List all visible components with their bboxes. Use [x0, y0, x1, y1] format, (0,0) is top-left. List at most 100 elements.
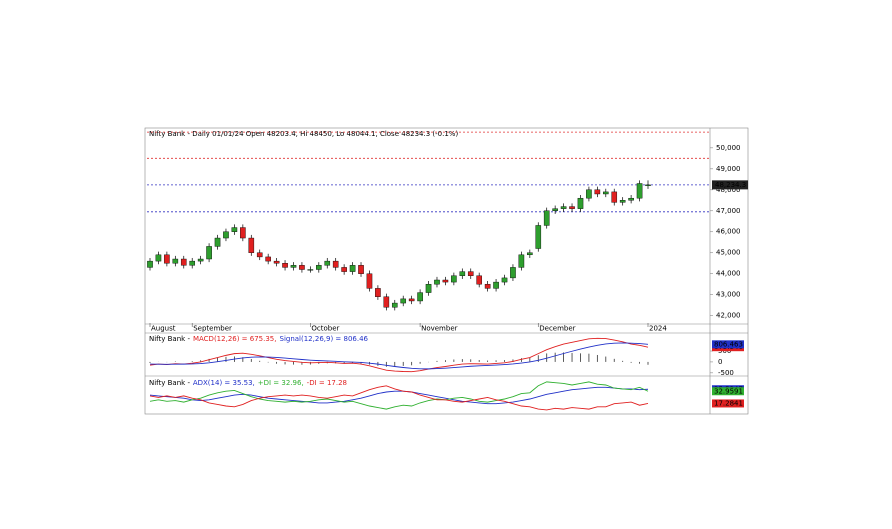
- histogram-bar: [529, 357, 531, 362]
- series-line: [149, 342, 649, 370]
- candle-body: [459, 271, 466, 276]
- histogram-bar: [596, 354, 598, 362]
- candle-body: [391, 302, 398, 308]
- candle-body: [619, 200, 626, 203]
- candle-body: [476, 275, 482, 285]
- legend-entry: ADX(14) = 35.53,: [193, 379, 255, 387]
- series-line: [149, 381, 649, 410]
- histogram-bar: [225, 356, 227, 362]
- candle-body: [180, 258, 187, 266]
- candle-body: [375, 288, 381, 297]
- candle-body: [366, 273, 373, 289]
- candle-body: [527, 252, 533, 256]
- histogram-bar: [149, 361, 151, 364]
- histogram-bar: [453, 359, 455, 362]
- x-tick-label: December: [539, 325, 575, 333]
- candle-body: [594, 189, 601, 195]
- histogram-bar: [588, 353, 590, 362]
- legend-entry: Signal(12,26,9) = 806.46: [280, 335, 369, 343]
- candle-body: [451, 275, 457, 283]
- candle-body: [467, 271, 474, 276]
- candle-body: [569, 206, 575, 209]
- candle-body: [434, 279, 440, 285]
- x-tick-label: November: [421, 325, 458, 333]
- histogram-bar: [242, 357, 244, 362]
- x-tick-label: September: [193, 325, 232, 333]
- candle-body: [493, 281, 499, 289]
- candle-body: [197, 258, 204, 262]
- histogram-bar: [580, 353, 581, 362]
- histogram-bar: [613, 358, 615, 362]
- candle-body: [273, 260, 280, 264]
- panel-title: Nifty Bank - MACD(12,26) = 675.35, Signal(…: [149, 335, 369, 343]
- value-tag-box: [712, 387, 744, 396]
- candle-body: [349, 265, 356, 272]
- candle-body: [290, 265, 297, 268]
- histogram-bar: [605, 356, 607, 362]
- histogram-bar: [470, 359, 472, 362]
- histogram-bar: [343, 361, 345, 364]
- last-tag-box: [712, 180, 748, 190]
- candle-body: [214, 237, 221, 247]
- candle-body: [206, 246, 212, 260]
- histogram-bar: [445, 360, 446, 362]
- candle-body: [332, 260, 339, 268]
- candle-body: [248, 237, 255, 253]
- histogram-bar: [487, 360, 489, 362]
- candle-body: [265, 256, 271, 262]
- histogram-bar: [217, 357, 218, 362]
- y-tick-label: 47,000: [716, 207, 741, 215]
- candle-body: [425, 283, 432, 293]
- histogram-bar: [461, 359, 463, 362]
- y-tick-label: 42,000: [716, 312, 741, 320]
- candle-body: [358, 265, 364, 274]
- histogram-bar: [639, 361, 640, 364]
- histogram-bar: [546, 353, 548, 362]
- histogram-bar: [512, 359, 514, 362]
- frame: [144, 127, 749, 415]
- candle-body: [155, 254, 162, 262]
- candle-body: [645, 184, 651, 186]
- candle-body: [341, 267, 347, 272]
- y-tick-label: 48,000: [716, 186, 741, 194]
- candle-body: [408, 298, 415, 302]
- histogram-bar: [571, 352, 573, 362]
- histogram-bar: [537, 355, 539, 362]
- y-tick-label: 0: [718, 358, 722, 366]
- last-tag: 48,234.3: [715, 181, 746, 189]
- candle-body: [552, 208, 558, 211]
- candle-body: [628, 197, 634, 201]
- candle-body: [602, 191, 609, 195]
- histogram-bar: [208, 358, 210, 362]
- candle-body: [383, 296, 390, 308]
- candle-body: [586, 189, 592, 199]
- series-line: [149, 385, 649, 411]
- candle-body: [282, 263, 288, 268]
- candle-body: [636, 183, 643, 199]
- y-tick-label: -500: [718, 369, 734, 377]
- histogram-bar: [200, 360, 202, 362]
- histogram-bar: [284, 361, 286, 365]
- x-tick-label: 2024: [649, 325, 667, 333]
- candle-body: [256, 252, 263, 258]
- series-line: [149, 337, 649, 373]
- histogram-bar: [622, 360, 624, 362]
- candle-body: [299, 265, 305, 270]
- y-tick-label: 45,000: [716, 249, 741, 257]
- y-tick-label: 50,000: [716, 144, 741, 152]
- candle-body: [442, 279, 449, 283]
- x-tick-label: October: [311, 325, 339, 333]
- histogram-bar: [259, 360, 261, 362]
- value-tag: 806.463: [714, 340, 743, 348]
- histogram-bar: [402, 361, 404, 366]
- candle-body: [164, 254, 170, 264]
- candle-body: [484, 283, 491, 289]
- histogram-bar: [385, 361, 387, 367]
- histogram-bar: [276, 361, 278, 364]
- histogram-bar: [191, 361, 193, 362]
- candle-body: [231, 227, 238, 232]
- candle-body: [307, 269, 314, 271]
- legend-entry: -DI = 17.28: [307, 379, 347, 387]
